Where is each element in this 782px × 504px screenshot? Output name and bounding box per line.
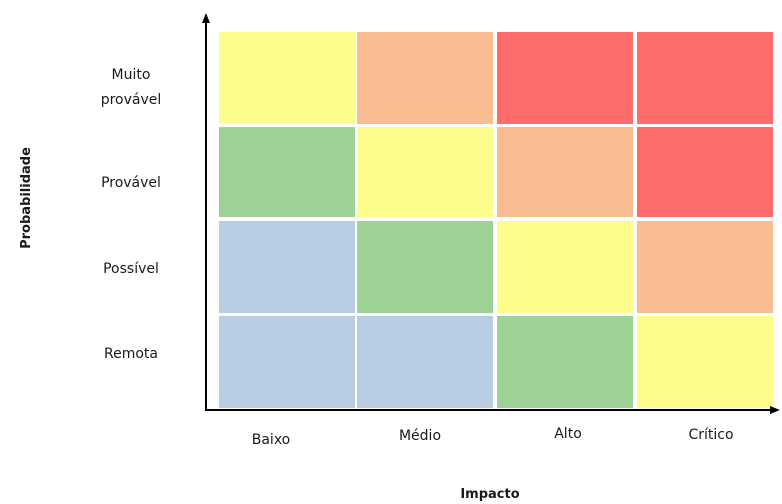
y-tick-label: Remota xyxy=(104,346,158,362)
matrix-cell xyxy=(637,32,773,124)
matrix-cell xyxy=(357,32,493,124)
x-tick-label: Baixo xyxy=(252,432,291,448)
matrix-cell xyxy=(497,32,633,124)
matrix-cell xyxy=(357,316,493,408)
matrix-cell xyxy=(357,127,493,217)
x-axis-title: Impacto xyxy=(460,487,519,502)
matrix-cell xyxy=(219,127,355,217)
matrix-cell xyxy=(497,316,633,408)
matrix-cells xyxy=(219,32,773,408)
y-tick-label: Possível xyxy=(103,261,159,277)
matrix-cell xyxy=(219,221,355,313)
x-tick-label: Alto xyxy=(554,426,582,442)
x-tick-label: Crítico xyxy=(688,427,733,443)
y-tick-label: Muito provável xyxy=(101,67,162,108)
matrix-cell xyxy=(637,221,773,313)
matrix-cell xyxy=(219,32,355,124)
matrix-cell xyxy=(497,127,633,217)
y-tick-label: Provável xyxy=(101,175,161,191)
axes xyxy=(202,13,780,414)
y-axis-arrow xyxy=(202,13,210,23)
x-tick-labels: Baixo Médio Alto Crítico xyxy=(252,426,734,448)
matrix-cell xyxy=(497,221,633,313)
matrix-cell xyxy=(637,127,773,217)
y-axis-title: Probabilidade xyxy=(19,147,34,249)
matrix-cell xyxy=(219,316,355,408)
x-tick-label: Médio xyxy=(399,428,441,444)
x-axis-arrow xyxy=(770,406,780,414)
y-tick-labels: Muito provável Provável Possível Remota xyxy=(101,67,162,362)
matrix-cell xyxy=(637,316,773,408)
matrix-cell xyxy=(357,221,493,313)
